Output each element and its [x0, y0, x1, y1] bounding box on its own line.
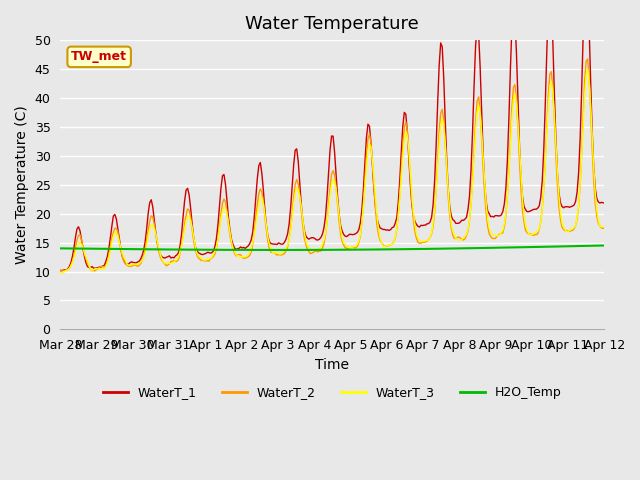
X-axis label: Time: Time [316, 358, 349, 372]
Legend: WaterT_1, WaterT_2, WaterT_3, H2O_Temp: WaterT_1, WaterT_2, WaterT_3, H2O_Temp [98, 381, 566, 404]
Y-axis label: Water Temperature (C): Water Temperature (C) [15, 106, 29, 264]
Text: TW_met: TW_met [71, 50, 127, 63]
Title: Water Temperature: Water Temperature [246, 15, 419, 33]
